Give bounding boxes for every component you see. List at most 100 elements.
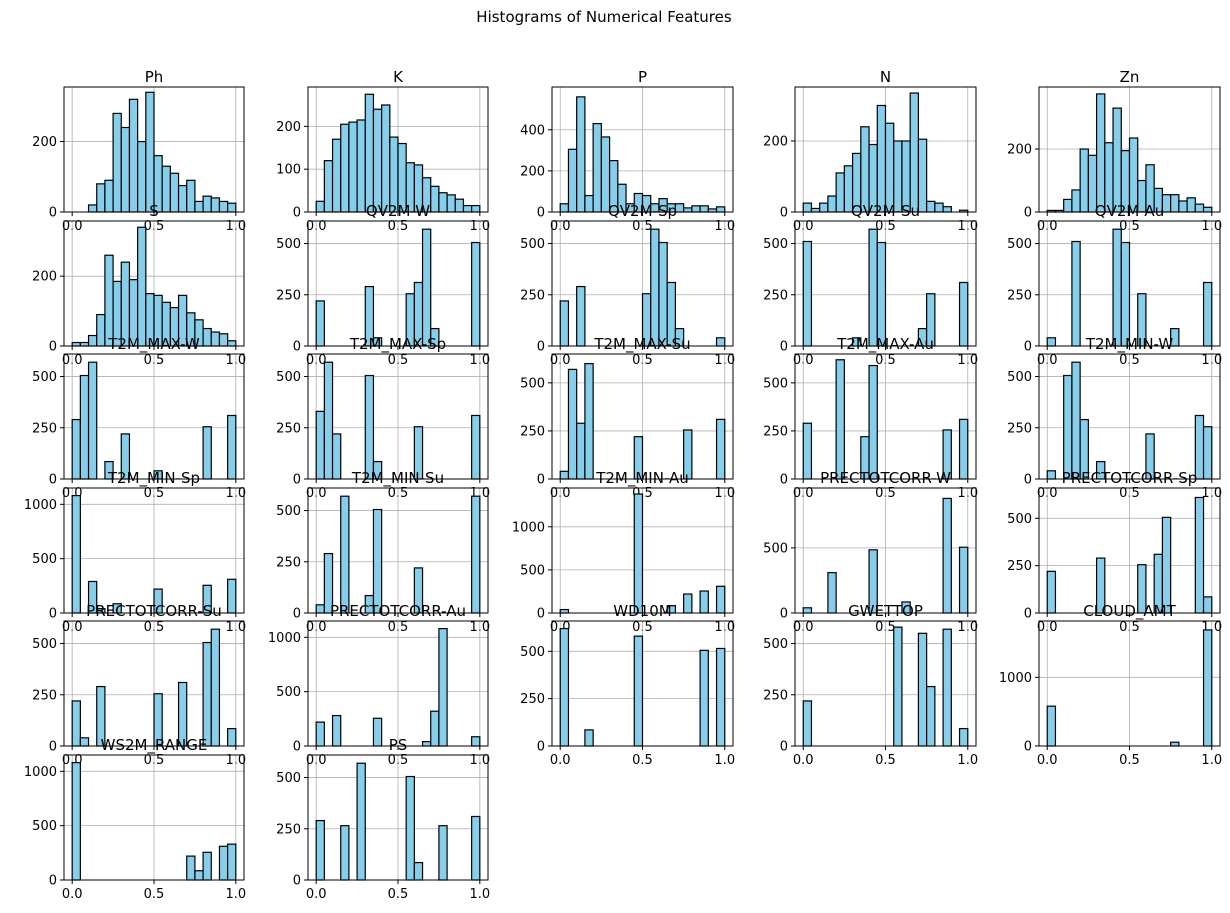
histogram-bar (372, 717, 383, 747)
y-tick-label: 500 (276, 504, 301, 519)
histogram-bar (860, 126, 870, 213)
x-tick-label: 0.0 (62, 887, 83, 902)
x-tick-label: 1.0 (469, 887, 490, 902)
y-tick-label: 250 (276, 288, 301, 303)
y-tick-label: 0 (293, 740, 301, 755)
x-tick-label: 1.0 (1201, 753, 1222, 768)
y-tick-label: 200 (763, 134, 788, 149)
histogram-bar (1202, 596, 1213, 614)
histogram-bar (104, 254, 114, 347)
y-tick-label: 200 (276, 120, 301, 135)
histogram-bar (1170, 741, 1180, 747)
panel-title: GWETTOP (848, 602, 923, 620)
histogram-bar (876, 241, 887, 347)
histogram-bar (691, 205, 701, 213)
histogram-bar (96, 183, 106, 213)
histogram-bar (218, 333, 229, 347)
panel-wd10m: 0.0 0.5 1.0 0 250 500 WD10M (520, 602, 735, 768)
y-tick-label: 0 (1024, 740, 1032, 755)
y-tick-label: 500 (32, 370, 57, 385)
histogram-bar (79, 341, 90, 347)
y-tick-label: 250 (276, 555, 301, 570)
y-tick-label: 0 (780, 473, 788, 488)
panel-title: T2M_MAX-W (107, 335, 200, 354)
y-tick-label: 0 (49, 340, 57, 355)
histogram-bar (584, 194, 594, 213)
histogram-bar (1071, 189, 1081, 213)
histogram-bar (202, 426, 212, 480)
histogram-bar (438, 628, 448, 747)
panel-title: PRECTOTCORR-Su (86, 602, 222, 620)
panel-title: WD10M (613, 602, 671, 620)
histogram-bar (658, 241, 668, 347)
y-tick-label: 500 (763, 237, 788, 252)
histogram-bar (1112, 228, 1122, 347)
histogram-bar (683, 207, 693, 213)
histogram-bar (1063, 374, 1073, 480)
histogram-bar (827, 195, 837, 213)
histogram-bar (137, 226, 147, 347)
histogram-bar (699, 590, 709, 614)
y-tick-label: 0 (537, 340, 545, 355)
histogram-bar (71, 700, 81, 747)
histogram-bar (893, 626, 903, 747)
histogram-bar (1112, 107, 1122, 213)
histogram-bar (71, 418, 81, 480)
panel-title: PRECTOTCORR-Sp (1062, 469, 1198, 487)
y-tick-label: 500 (520, 645, 545, 660)
histogram-bar (364, 93, 375, 213)
y-tick-label: 500 (1007, 237, 1032, 252)
histogram-bar (802, 700, 813, 747)
y-tick-label: 250 (520, 288, 545, 303)
y-tick-label: 500 (763, 376, 788, 391)
y-tick-label: 1000 (24, 498, 57, 513)
y-tick-label: 0 (293, 473, 301, 488)
histogram-bar (421, 741, 432, 747)
y-tick-label: 250 (763, 424, 788, 439)
panel-title: K (393, 68, 404, 86)
histogram-bar (1063, 198, 1073, 213)
histogram-bar (584, 729, 594, 747)
histogram-bar (1046, 470, 1057, 480)
histogram-bar (430, 185, 440, 213)
histogram-bar (340, 495, 350, 614)
y-tick-label: 1000 (999, 671, 1032, 686)
histogram-bar (1194, 496, 1205, 614)
histogram-bar (128, 98, 139, 213)
y-tick-label: 0 (537, 607, 545, 622)
histogram-bar (958, 281, 969, 347)
histogram-bar (227, 340, 237, 347)
histogram-bar (576, 96, 586, 213)
x-tick-label: 0.0 (306, 887, 327, 902)
y-tick-label: 0 (49, 607, 57, 622)
histogram-bar (934, 202, 944, 213)
histogram-bar (471, 736, 481, 747)
histogram-bar (112, 112, 122, 213)
histogram-bar (227, 578, 237, 614)
x-tick-label: 0.5 (632, 753, 653, 768)
histogram-bar (87, 361, 98, 480)
histogram-bar (161, 165, 171, 213)
histogram-bar (331, 138, 342, 213)
histogram-bar (202, 851, 212, 881)
y-tick-label: 0 (1024, 206, 1032, 221)
panel-title: T2M_MAX-Au (836, 335, 934, 354)
y-tick-label: 0 (49, 874, 57, 889)
y-tick-label: 0 (293, 206, 301, 221)
y-tick-label: 500 (276, 685, 301, 700)
y-tick-label: 250 (763, 688, 788, 703)
histogram-bar (430, 710, 440, 747)
histogram-bar (559, 300, 570, 347)
histogram-bar (876, 104, 887, 213)
histogram-bar (210, 197, 221, 213)
y-tick-label: 400 (520, 123, 545, 138)
histogram-bar (802, 607, 813, 614)
y-tick-label: 500 (32, 819, 57, 834)
panel-title: T2M_MIN-Su (351, 469, 444, 488)
histogram-bar (926, 200, 936, 213)
x-tick-label: 0.0 (793, 753, 814, 768)
